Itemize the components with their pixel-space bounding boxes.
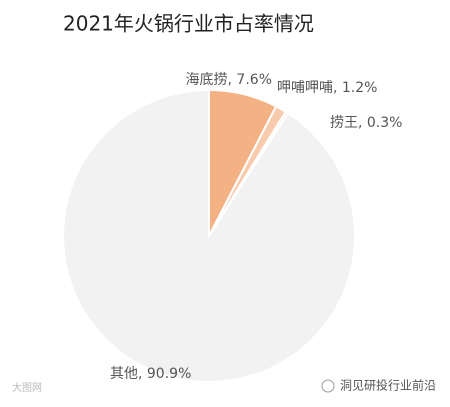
watermark: 大图网 xyxy=(12,381,42,394)
data-label: 捞王, 0.3% xyxy=(330,115,402,131)
data-label: 其他, 90.9% xyxy=(110,366,191,382)
watermark: 洞见研投行业前沿 xyxy=(340,378,436,393)
data-label: 呷哺呷哺, 1.2% xyxy=(277,80,377,96)
data-label: 海底捞, 7.6% xyxy=(186,72,272,88)
pie-slice xyxy=(62,88,356,383)
chart-title: 2021年火锅行业市占率情况 xyxy=(63,12,314,36)
watermark-icon xyxy=(321,379,335,393)
